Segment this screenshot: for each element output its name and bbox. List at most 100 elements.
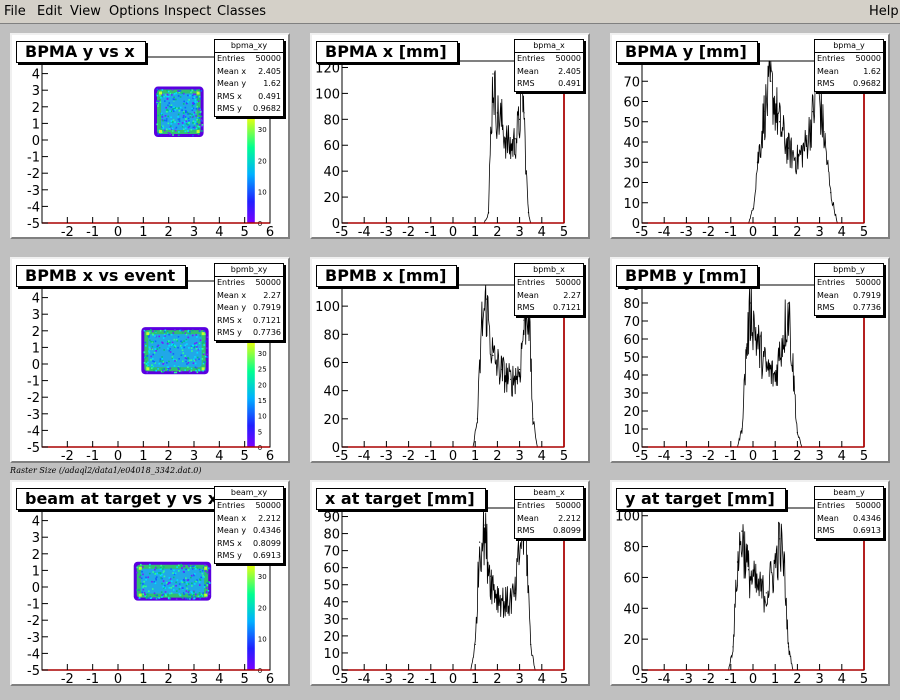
histogram-point xyxy=(774,561,776,563)
stats-value: 2.405 xyxy=(258,66,281,76)
stats-value: 50000 xyxy=(255,501,281,510)
histogram-point xyxy=(756,161,759,163)
y-tick-label: 1 xyxy=(32,117,40,132)
stats-name: beam_xy xyxy=(215,487,283,500)
stats-row: Mean 2.27 xyxy=(515,290,583,303)
pad-bpmb-xy[interactable]: 0 5 10 15 20 25 30 -2 -1 0 1 2 3 4 5 6 -5 -4 -3 -2 -1 0 1 2 3 4 B… xyxy=(10,257,290,463)
y-tick-label: 80 xyxy=(323,328,340,343)
menu-help[interactable]: Help xyxy=(869,4,899,19)
palette-tick-label: 5 xyxy=(258,428,262,436)
y-tick-label: 50 xyxy=(623,351,640,366)
y-tick-label: 70 xyxy=(623,75,640,90)
x-tick-label: 0 xyxy=(114,449,122,461)
y-tick-label: 70 xyxy=(323,545,340,560)
stats-row: Entries 50000 xyxy=(815,53,883,66)
x-tick-label: -3 xyxy=(380,449,393,461)
stats-row: RMS y 0.9682 xyxy=(215,103,283,116)
menu-options[interactable]: Options xyxy=(109,4,160,19)
x-tick-label: 2 xyxy=(165,672,173,684)
stats-value: 0.9682 xyxy=(853,79,881,88)
histogram-point xyxy=(741,530,743,532)
menu-classes[interactable]: Classes xyxy=(217,4,266,19)
histogram-point xyxy=(525,170,527,172)
pad-bpma-y[interactable]: -5 -4 -3 -2 -1 0 1 2 3 4 5 0 10 20 30 40 50 60 70 BPMA y [… xyxy=(610,33,890,239)
stats-label: RMS y xyxy=(217,104,242,113)
histogram-point xyxy=(514,138,516,140)
heatmap-hot-corner xyxy=(196,91,200,95)
stats-box: beam_x Entries 50000 Mean 2.212 RMS 0.8099 xyxy=(514,486,584,539)
y-tick-label: 30 xyxy=(623,387,640,402)
stats-row: Entries 50000 xyxy=(215,500,283,513)
y-tick-label: 80 xyxy=(323,113,340,128)
y-tick-label: -5 xyxy=(27,664,40,679)
x-tick-label: 4 xyxy=(538,449,546,461)
pad-title: BPMB y [mm] xyxy=(616,265,758,287)
pad-title: BPMB x vs event xyxy=(16,265,187,287)
histogram-point xyxy=(532,418,534,420)
x-tick-label: -1 xyxy=(86,449,99,461)
stats-label: Mean xyxy=(817,290,839,300)
histogram-point xyxy=(514,592,516,594)
x-tick-label: -2 xyxy=(702,672,715,684)
x-tick-label: 3 xyxy=(515,225,523,237)
menu-inspect[interactable]: Inspect xyxy=(164,4,212,19)
stats-label: Mean y xyxy=(217,303,247,312)
menu-edit[interactable]: Edit xyxy=(37,4,63,19)
histogram-point xyxy=(783,561,785,563)
x-tick-label: -5 xyxy=(336,225,349,237)
y-tick-label: 80 xyxy=(323,528,340,543)
stats-label: Mean xyxy=(817,513,839,523)
histogram-point xyxy=(770,80,772,82)
menu-view[interactable]: View xyxy=(70,4,101,19)
pad-bpmb-x[interactable]: -5 -4 -3 -2 -1 0 1 2 3 4 5 0 20 40 60 80 100 BPMB x [mm]… xyxy=(310,257,590,463)
color-palette-bar xyxy=(247,115,255,223)
x-tick-label: -1 xyxy=(424,672,437,684)
x-tick-label: -5 xyxy=(336,449,349,461)
x-tick-label: 2 xyxy=(793,672,801,684)
x-tick-label: 0 xyxy=(449,449,457,461)
histogram-point xyxy=(496,112,498,114)
canvas[interactable]: 0 10 20 30 -2 -1 0 1 2 3 4 5 6 -5 -4 -3 -2 -1 0 1 2 3 4 BPMA y… xyxy=(0,25,900,700)
pad-bpma-x[interactable]: -5 -4 -3 -2 -1 0 1 2 3 4 5 0 20 40 60 80 100 120 BPMA x [… xyxy=(310,33,590,239)
stats-label: Mean xyxy=(517,66,539,76)
y-tick-label: 3 xyxy=(32,308,40,323)
pad-beam-y[interactable]: -5 -4 -3 -2 -1 0 1 2 3 4 5 0 20 40 60 80 100 y at target… xyxy=(610,480,890,686)
x-tick-label: -5 xyxy=(336,672,349,684)
y-tick-label: 0 xyxy=(632,441,640,456)
pad-beam-x[interactable]: -5 -4 -3 -2 -1 0 1 2 3 4 5 0 10 20 30 40 50 60 70 80 90 x at… xyxy=(310,480,590,686)
stats-label: RMS xyxy=(817,79,835,88)
y-tick-label: 40 xyxy=(323,596,340,611)
stats-value: 1.62 xyxy=(263,79,281,88)
histogram-point xyxy=(756,338,759,340)
x-tick-label: 3 xyxy=(815,225,823,237)
stats-row: RMS x 0.491 xyxy=(215,91,283,104)
y-tick-label: 20 xyxy=(623,405,640,420)
stats-label: Entries xyxy=(217,54,245,63)
heatmap-hot-corner xyxy=(138,593,142,597)
pad-bpma-xy[interactable]: 0 10 20 30 -2 -1 0 1 2 3 4 5 6 -5 -4 -3 -2 -1 0 1 2 3 4 BPMA y… xyxy=(10,33,290,239)
stats-box: bpmb_y Entries 50000 Mean 0.7919 RMS 0.7736 xyxy=(814,263,884,316)
x-tick-label: -2 xyxy=(61,449,74,461)
x-tick-label: 3 xyxy=(190,225,198,237)
stats-value: 2.212 xyxy=(558,513,581,523)
x-tick-label: 4 xyxy=(215,225,223,237)
menu-file[interactable]: File xyxy=(4,4,26,19)
palette-tick-label: 30 xyxy=(258,350,267,358)
stats-name: beam_x xyxy=(515,487,583,500)
y-tick-label: -3 xyxy=(27,408,40,423)
x-tick-label: -1 xyxy=(724,672,737,684)
histogram-point xyxy=(805,141,807,143)
pad-beam-xy[interactable]: 0 10 20 30 -2 -1 0 1 2 3 4 5 6 -5 -4 -3 -2 -1 0 1 2 3 4 beam a… xyxy=(10,480,290,686)
stats-value: 0.491 xyxy=(558,79,581,88)
stats-row: Mean 0.4346 xyxy=(815,513,883,526)
y-tick-label: 60 xyxy=(323,356,340,371)
stats-row: Entries 50000 xyxy=(815,500,883,513)
stats-value: 50000 xyxy=(855,501,881,510)
x-tick-label: -3 xyxy=(680,672,693,684)
histogram-point xyxy=(812,111,814,113)
stats-name: bpma_x xyxy=(515,40,583,53)
stats-name: bpmb_y xyxy=(815,264,883,277)
